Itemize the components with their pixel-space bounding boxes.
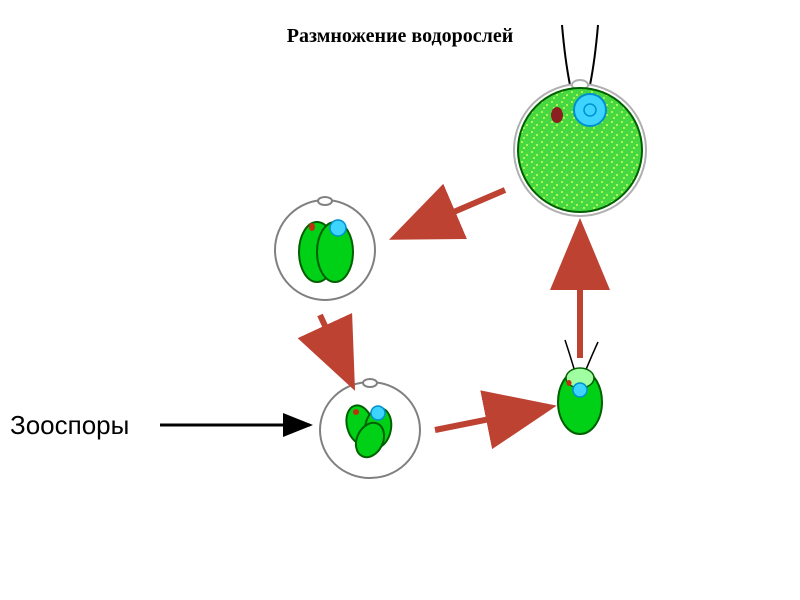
dividing-cell-4: [320, 379, 420, 478]
dividing-cell-2: [275, 197, 375, 300]
algae-reproduction-diagram: [0, 0, 800, 600]
adult-cell: [514, 25, 646, 216]
